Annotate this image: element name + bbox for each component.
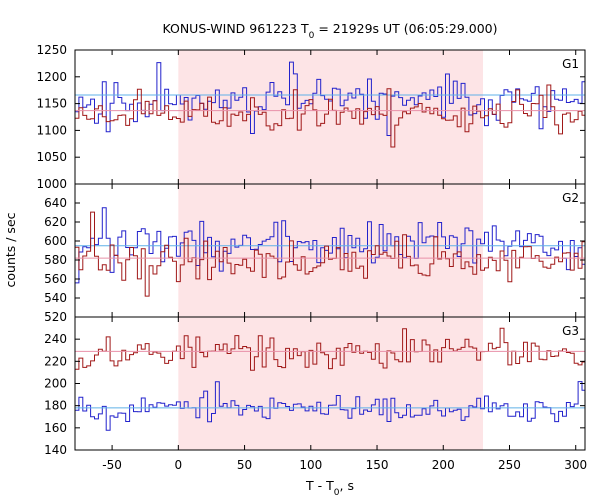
- x-tick-label: 100: [299, 458, 322, 472]
- x-tick-label: 300: [564, 458, 587, 472]
- x-tick-label: 50: [237, 458, 252, 472]
- y-axis-label: counts / sec: [3, 212, 18, 287]
- chart-title: KONUS-WIND 961223 T0 = 21929s UT (06:05:…: [162, 21, 497, 41]
- panel-label: G2: [562, 191, 579, 205]
- x-tick-label: 250: [498, 458, 521, 472]
- y-tick-label: 1000: [36, 177, 67, 191]
- y-tick-label: 160: [44, 421, 67, 435]
- shaded-interval: [178, 50, 483, 184]
- y-tick-label: 240: [44, 332, 67, 346]
- x-tick-label: -50: [102, 458, 122, 472]
- series-g3-red: [75, 327, 585, 371]
- y-tick-label: 220: [44, 354, 67, 368]
- panel-g2: 520 540 560 580 600 620 640 G2: [44, 183, 586, 324]
- plot-panels: 100010501100115012001250G152054056058060…: [36, 43, 587, 472]
- y-tick-label: 180: [44, 399, 67, 413]
- series-g2-red: [75, 211, 585, 297]
- series-g2-blue: [75, 207, 585, 284]
- panel-g3: 140 160 180 200 220 240 G3: [44, 316, 586, 457]
- y-tick-label: 200: [44, 377, 67, 391]
- x-tick-label: 150: [366, 458, 389, 472]
- y-tick-label: 520: [44, 310, 67, 324]
- y-tick-label: 1150: [36, 97, 67, 111]
- panel-g1: 1000 1050 1100 1150 1200 1250 G1: [36, 43, 586, 191]
- y-tick-label: 640: [44, 196, 67, 210]
- x-tick-label: 200: [432, 458, 455, 472]
- y-tick-label: 1100: [36, 123, 67, 137]
- series-g1-red: [75, 84, 585, 148]
- y-tick-label: 1050: [36, 150, 67, 164]
- x-axis-label: T - T0, s: [305, 478, 354, 498]
- y-tick-label: 620: [44, 215, 67, 229]
- y-tick-label: 580: [44, 253, 67, 267]
- series-g3-blue: [75, 381, 585, 431]
- x-tick-label: 0: [175, 458, 183, 472]
- shaded-interval: [178, 184, 483, 317]
- y-tick-label: 140: [44, 443, 67, 457]
- panel-label: G1: [562, 57, 579, 71]
- y-tick-label: 560: [44, 272, 67, 286]
- shaded-interval: [178, 317, 483, 450]
- panel-label: G3: [562, 324, 579, 338]
- y-tick-label: 1200: [36, 70, 67, 84]
- y-tick-label: 600: [44, 234, 67, 248]
- y-tick-label: 540: [44, 291, 67, 305]
- y-tick-label: 1250: [36, 43, 67, 57]
